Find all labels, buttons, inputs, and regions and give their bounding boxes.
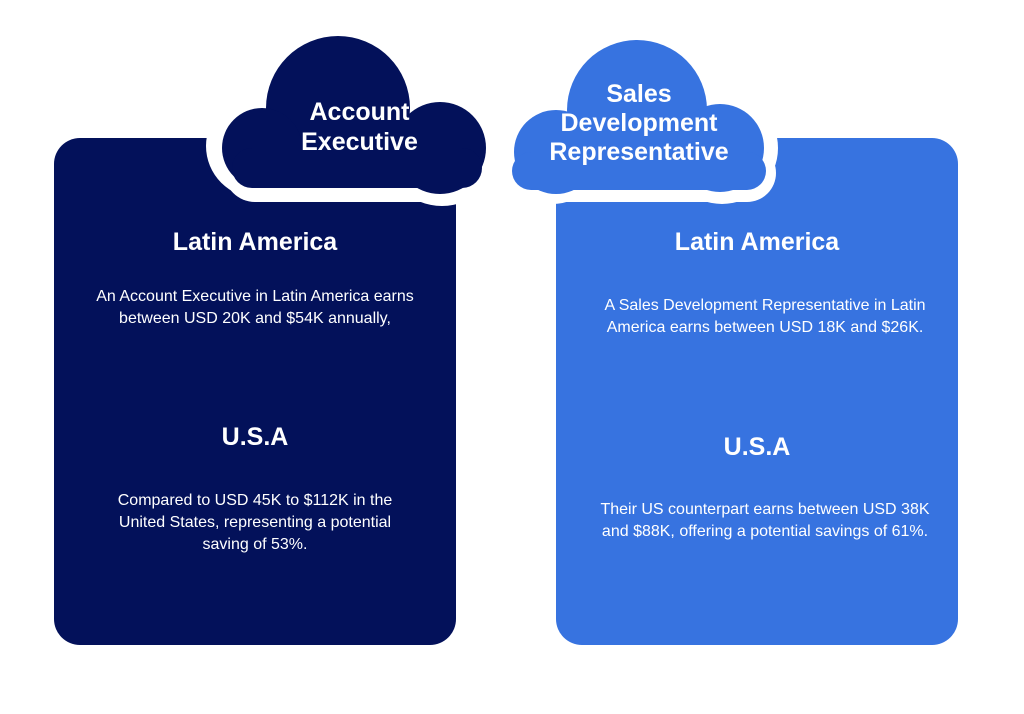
sales-development-representative-title: Sales Development Representative <box>528 80 750 167</box>
sdr-title-line2: Development <box>560 109 718 137</box>
ae-latam-heading: Latin America <box>172 228 338 256</box>
ae-latam-text: An Account Executive in Latin America ea… <box>96 288 414 327</box>
sdr-title-line1: Sales <box>606 80 672 108</box>
sdr-usa-heading: U.S.A <box>723 433 791 461</box>
ae-usa-heading: U.S.A <box>221 423 289 451</box>
sdr-latam-heading: Latin America <box>674 228 840 256</box>
ae-usa-text: Compared to USD 45K to $112K in the Unit… <box>117 492 393 553</box>
account-executive-title-line1: Account <box>309 98 410 126</box>
account-executive-title: Account Executive <box>262 97 457 157</box>
sales-development-representative-card <box>556 138 958 645</box>
sdr-usa-text: Their US counterpart earns between USD 3… <box>600 501 930 540</box>
account-executive-card <box>54 138 456 645</box>
account-executive-title-line2: Executive <box>301 128 418 156</box>
sdr-latam-text: A Sales Development Representative in La… <box>604 297 926 336</box>
sdr-title-line3: Representative <box>549 138 729 166</box>
